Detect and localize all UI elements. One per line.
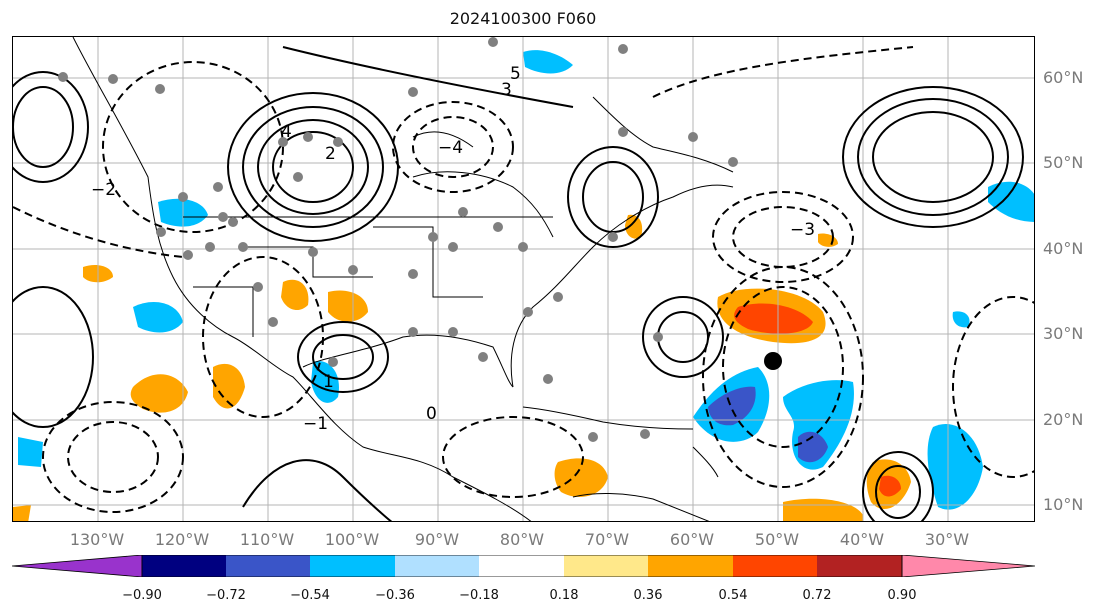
coastlines (72, 37, 734, 521)
shading-positive (130, 374, 188, 413)
shading-positive-strong (879, 475, 901, 497)
colorbar-segment (226, 555, 310, 577)
colorbar-label: 0.90 (887, 588, 917, 603)
contour-label: −3 (790, 220, 815, 240)
colorbar-label: 0.36 (633, 588, 663, 603)
lon-label: 50°W (754, 530, 800, 549)
contours-negative (13, 46, 1034, 513)
contour-label: 5 (510, 64, 521, 84)
contour-label: 1 (323, 372, 334, 392)
contour-label: 2 (325, 144, 336, 164)
shading-negative (311, 361, 339, 403)
lon-label: 40°W (839, 530, 885, 549)
lon-label: 70°W (584, 530, 630, 549)
colorbar-segment (817, 555, 902, 577)
shading-negative-strong (708, 386, 756, 426)
colorbar-label: −0.18 (459, 588, 499, 603)
colorbar-segment (564, 555, 648, 577)
lat-label: 10°N (1043, 495, 1084, 514)
shading-negative (927, 423, 983, 510)
lat-label: 50°N (1043, 153, 1084, 172)
colorbar-segment (310, 555, 395, 577)
shading-positive-strong (734, 303, 813, 334)
shading-negative (988, 181, 1034, 222)
colorbar-label: −0.72 (206, 588, 246, 603)
lat-label: 20°N (1043, 410, 1084, 429)
colorbar-label: −0.90 (122, 588, 162, 603)
shading-negative (523, 50, 573, 74)
shading-positive (213, 363, 245, 409)
colorbar-label: 0.72 (802, 588, 832, 603)
shading-positive (281, 279, 309, 311)
contour-label: 3 (501, 80, 512, 100)
colorbar-segment (901, 555, 1035, 577)
shading-positive (328, 290, 368, 322)
colorbar-segment (479, 555, 564, 577)
lon-label: 90°W (414, 530, 460, 549)
contour-label: 0 (426, 404, 437, 424)
contour-label: 4 (281, 122, 292, 142)
shading-negative (133, 302, 183, 333)
lon-label: 120°W (154, 530, 210, 549)
map-title: 2024100300 F060 (449, 9, 597, 28)
lon-label: 100°W (324, 530, 380, 549)
colorbar-segment (648, 555, 733, 577)
colorbar-label: 0.54 (718, 588, 748, 603)
shading-negative (18, 437, 43, 467)
station-dots (58, 37, 738, 442)
contour-label: −2 (91, 180, 116, 200)
contours-positive (13, 46, 1024, 521)
colorbar-segment (142, 555, 226, 577)
lon-label: 130°W (69, 530, 125, 549)
contour-labels: 5 4 3 2 1 0 −1 −2 −3 −4 (91, 64, 815, 434)
colorbar-segment (12, 555, 143, 577)
lon-label: 110°W (239, 530, 295, 549)
colorbar-label: −0.36 (375, 588, 415, 603)
colorbar-segment (733, 555, 817, 577)
map-canvas: 5 4 3 2 1 0 −1 −2 −3 −4 (13, 37, 1034, 521)
shading-negative-strong (798, 431, 828, 463)
map-panel: 5 4 3 2 1 0 −1 −2 −3 −4 (12, 36, 1035, 522)
shading-positive (818, 233, 838, 247)
contour-label: −1 (303, 414, 328, 434)
shading-positive (625, 214, 643, 239)
shaded-anomalies (13, 50, 1034, 521)
lon-label: 60°W (669, 530, 715, 549)
colorbar-label: 0.18 (549, 588, 579, 603)
colorbar-segment (395, 555, 479, 577)
shading-positive (783, 498, 863, 521)
lon-label: 30°W (924, 530, 970, 549)
storm-center-marker (764, 352, 782, 370)
shading-negative (952, 311, 970, 328)
lat-label: 40°N (1043, 239, 1084, 258)
lon-label: 80°W (499, 530, 545, 549)
colorbar-label: −0.54 (290, 588, 330, 603)
contour-label: −4 (438, 138, 463, 158)
graticule (13, 37, 1034, 521)
shading-positive (13, 505, 31, 521)
colorbar (12, 555, 1035, 577)
lat-label: 60°N (1043, 68, 1084, 87)
shading-positive (554, 458, 608, 497)
lat-label: 30°N (1043, 324, 1084, 343)
